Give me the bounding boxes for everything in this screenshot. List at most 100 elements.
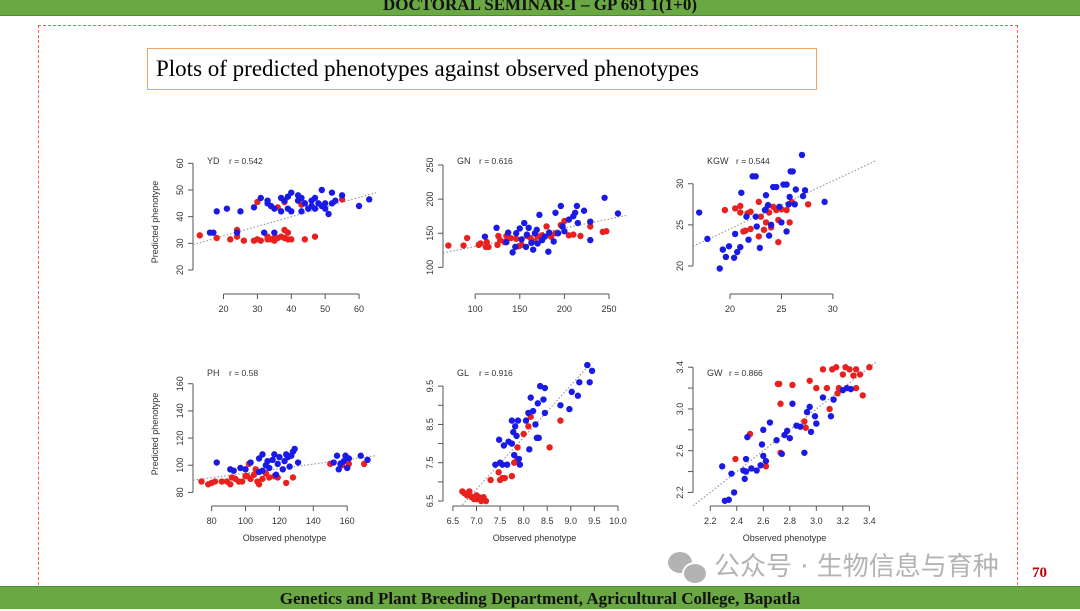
data-point-blue <box>332 197 339 204</box>
points-group <box>193 186 376 246</box>
data-point-red <box>866 364 873 371</box>
x-tick-label: 250 <box>602 304 617 314</box>
data-point-blue <box>311 194 319 202</box>
data-point-blue <box>785 201 792 208</box>
data-point-blue <box>571 209 579 216</box>
correlation-label: r = 0.866 <box>729 368 763 378</box>
data-point-red <box>802 424 809 431</box>
x-tick-label: 50 <box>320 304 330 314</box>
x-axis-label: Observed phenotype <box>243 533 327 543</box>
data-point-blue <box>565 216 573 223</box>
data-point-blue <box>745 236 752 243</box>
x-tick-label: 3.2 <box>837 516 850 526</box>
y-tick-label: 100 <box>425 260 435 275</box>
data-point-blue <box>366 196 373 203</box>
data-point-red <box>737 202 744 210</box>
plot-svg: 100 150 200 250 100 150 200 250 GN r = 0.616 <box>425 156 626 314</box>
data-point-blue <box>760 452 767 460</box>
data-point-blue <box>753 223 760 230</box>
data-point-blue <box>797 423 804 430</box>
data-point-blue <box>528 239 535 247</box>
data-point-red <box>731 205 739 212</box>
data-point-blue <box>276 453 283 461</box>
data-point-red <box>477 240 484 247</box>
data-point-blue <box>546 229 553 236</box>
data-point-blue <box>266 464 273 472</box>
x-tick-label: 7.5 <box>494 516 507 526</box>
data-point-red <box>833 364 840 371</box>
data-point-red <box>721 206 729 214</box>
data-point-red <box>755 233 762 240</box>
data-point-blue <box>743 213 750 220</box>
scatter-plot-gn: 100 150 200 250 100 150 200 250 GN r = 0.616 <box>388 138 638 353</box>
data-point-red <box>834 390 841 397</box>
data-point-blue <box>576 379 583 386</box>
y-tick-label: 2.2 <box>675 486 685 499</box>
data-point-blue <box>237 208 244 215</box>
data-point-blue <box>557 202 565 210</box>
data-point-blue <box>345 455 353 462</box>
data-point-blue <box>213 208 220 215</box>
y-tick-label: 9.5 <box>425 380 435 393</box>
plot-svg: 2.2 2.4 2.6 2.8 3.0 3.2 3.4 2.2 2.6 3.0 3.4 Observe… <box>675 361 876 543</box>
data-point-blue <box>566 405 573 413</box>
data-point-blue <box>533 226 540 234</box>
data-point-blue <box>550 238 557 245</box>
scatter-plot-kgw: 20 25 30 20 25 30 KGW r = 0.544 <box>638 138 888 353</box>
x-tick-label: 30 <box>828 304 838 314</box>
data-point-red <box>520 430 527 438</box>
data-point-blue <box>264 457 271 465</box>
y-axis-label: Predicted phenotype <box>150 181 160 264</box>
data-point-blue <box>210 229 217 236</box>
data-point-red <box>856 371 864 378</box>
y-tick-label: 25 <box>675 220 685 230</box>
data-point-blue <box>330 459 337 466</box>
x-tick-label: 10.0 <box>609 516 627 526</box>
data-point-blue <box>257 194 264 202</box>
data-point-red <box>826 405 833 413</box>
data-point-blue <box>741 475 748 483</box>
plot-svg: 20 30 40 50 60 20 30 40 50 60 Predicted phenotype Y… <box>150 156 376 314</box>
y-tick-label: 7.5 <box>425 456 435 469</box>
slide-title: Plots of predicted phenotypes against ob… <box>147 48 817 90</box>
trend-line <box>193 192 376 246</box>
data-point-blue <box>806 403 813 411</box>
data-point-blue <box>535 434 542 442</box>
data-point-blue <box>260 229 268 236</box>
data-point-red <box>813 384 820 392</box>
data-point-blue <box>525 224 532 232</box>
data-point-blue <box>255 468 263 476</box>
data-point-blue <box>557 402 564 409</box>
data-point-blue <box>762 192 770 199</box>
y-tick-label: 250 <box>425 157 435 172</box>
y-tick-label: 3.0 <box>675 403 685 416</box>
data-point-blue <box>719 246 727 253</box>
data-point-red <box>747 225 754 233</box>
data-point-blue <box>355 202 363 210</box>
data-point-blue <box>333 452 341 459</box>
data-point-blue <box>499 461 506 468</box>
data-point-red <box>478 497 485 505</box>
data-point-blue <box>493 224 500 232</box>
data-point-red <box>859 392 866 399</box>
data-point-red <box>240 237 248 244</box>
data-point-red <box>747 208 754 215</box>
data-point-blue <box>586 379 593 386</box>
trait-label: GL <box>457 368 469 378</box>
data-point-blue <box>223 205 231 212</box>
data-point-blue <box>786 434 794 442</box>
data-point-blue <box>230 467 237 474</box>
data-point-blue <box>513 230 520 237</box>
data-point-red <box>494 241 501 249</box>
data-point-red <box>266 474 273 481</box>
page-number: 70 <box>1032 565 1047 581</box>
data-point-blue <box>728 470 735 477</box>
data-point-blue <box>271 451 278 458</box>
x-tick-label: 140 <box>306 516 321 526</box>
trait-label: KGW <box>707 156 729 166</box>
y-axis-label: Predicted phenotype <box>150 393 160 476</box>
data-point-blue <box>279 466 287 473</box>
data-point-blue <box>357 452 364 459</box>
data-point-blue <box>541 384 549 392</box>
data-point-blue <box>847 385 855 393</box>
